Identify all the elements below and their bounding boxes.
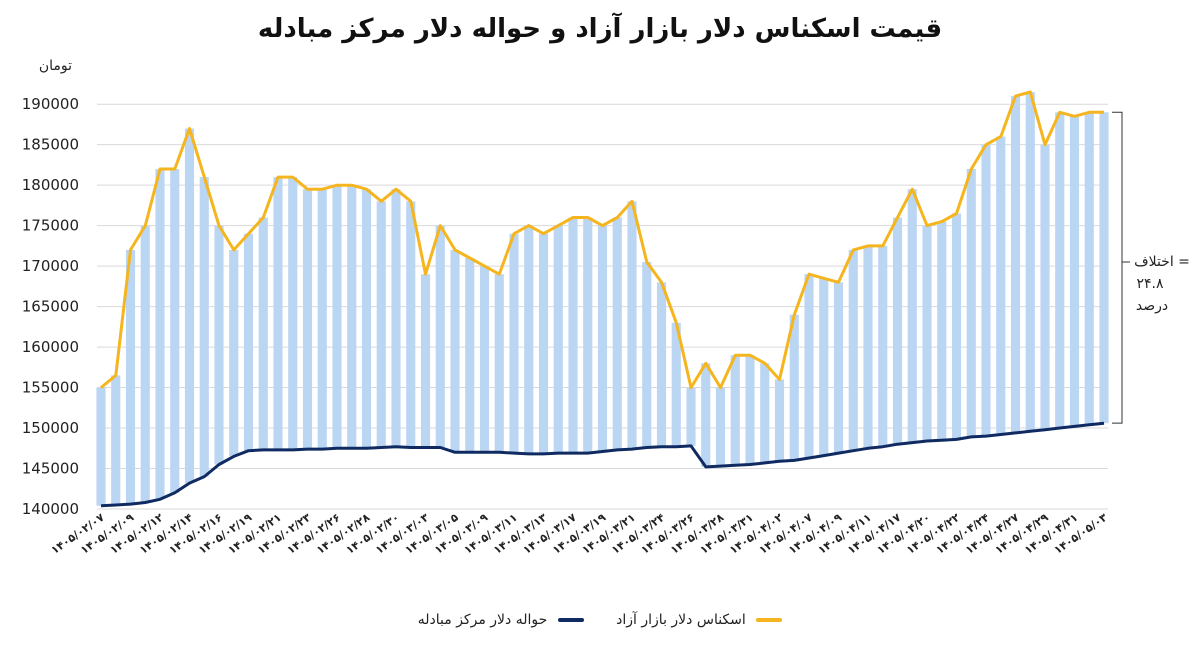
fill-bar-29 bbox=[524, 225, 534, 454]
y-unit-label: تومان bbox=[39, 58, 72, 74]
fill-bar-37 bbox=[642, 262, 652, 448]
fill-bar-61 bbox=[996, 136, 1006, 435]
fill-bar-14 bbox=[302, 189, 313, 450]
legend-label-free-market: اسکناس دلار بازار آزاد bbox=[616, 612, 746, 628]
fill-bar-48 bbox=[804, 274, 814, 458]
fill-bar-51 bbox=[848, 249, 858, 451]
fill-bar-42 bbox=[715, 387, 726, 467]
fill-bar-41 bbox=[701, 363, 711, 467]
fill-bar-25 bbox=[465, 258, 475, 453]
fill-bar-3 bbox=[140, 225, 150, 503]
annotation-line1: اختلاف = bbox=[1134, 254, 1190, 270]
y-tick-label-10: 190000 bbox=[22, 95, 79, 113]
legend-item-free-market: اسکناس دلار بازار آزاد bbox=[616, 612, 783, 628]
fill-bar-34 bbox=[597, 225, 608, 452]
fill-bar-66 bbox=[1069, 116, 1080, 427]
fill-bar-65 bbox=[1055, 112, 1065, 429]
y-tick-label-9: 185000 bbox=[22, 136, 79, 154]
fill-bar-1 bbox=[111, 375, 121, 505]
y-tick-label-8: 180000 bbox=[22, 176, 79, 194]
y-tick-label-0: 140000 bbox=[22, 500, 79, 518]
fill-bar-35 bbox=[612, 217, 622, 450]
fill-bar-64 bbox=[1040, 144, 1050, 430]
fill-bar-39 bbox=[671, 322, 681, 447]
fill-bar-8 bbox=[214, 225, 224, 465]
fill-bar-68 bbox=[1099, 112, 1109, 424]
fill-bar-30 bbox=[538, 233, 549, 454]
fill-bar-27 bbox=[494, 274, 504, 453]
series-line-free-market bbox=[100, 90, 1104, 390]
fill-bar-54 bbox=[892, 217, 903, 445]
fill-bar-46 bbox=[774, 379, 785, 462]
y-tick-label-4: 160000 bbox=[22, 338, 79, 356]
fill-bar-23 bbox=[435, 225, 445, 448]
fill-bar-10 bbox=[243, 233, 254, 451]
fill-bar-60 bbox=[981, 144, 991, 437]
legend-item-exchange-center: حواله دلار مرکز مبادله bbox=[418, 612, 584, 628]
fill-bar-44 bbox=[745, 355, 755, 465]
fill-bar-0 bbox=[96, 387, 106, 506]
y-tick-label-6: 170000 bbox=[22, 257, 79, 275]
fill-bar-9 bbox=[229, 249, 239, 457]
fill-bar-50 bbox=[833, 282, 844, 454]
annotation-line2: ۲۴.۸ bbox=[1136, 276, 1163, 292]
fill-bar-63 bbox=[1025, 92, 1035, 432]
fill-bar-19 bbox=[376, 201, 386, 448]
fill-bar-7 bbox=[199, 177, 209, 477]
fill-bar-62 bbox=[1010, 96, 1021, 433]
y-tick-label-2: 150000 bbox=[22, 419, 79, 437]
y-tick-label-5: 165000 bbox=[22, 298, 79, 316]
y-tick-label-1: 145000 bbox=[22, 460, 79, 478]
fill-bar-21 bbox=[406, 201, 416, 448]
fill-bar-67 bbox=[1084, 112, 1094, 425]
fill-bar-26 bbox=[479, 266, 490, 453]
fill-bar-22 bbox=[420, 274, 431, 448]
fill-bar-11 bbox=[258, 217, 268, 450]
fill-bar-13 bbox=[288, 177, 298, 450]
chart-title: قیمت اسکناس دلار بازار آزاد و حواله دلار… bbox=[257, 14, 943, 44]
difference-bracket bbox=[1112, 111, 1130, 424]
fill-bar-45 bbox=[760, 363, 770, 463]
fill-bar-38 bbox=[656, 282, 667, 447]
fill-bar-40 bbox=[686, 387, 696, 446]
fill-bar-4 bbox=[155, 168, 165, 500]
fill-bar-28 bbox=[509, 233, 519, 454]
fill-bar-17 bbox=[347, 185, 357, 449]
legend: اسکناس دلار بازار آزاد حواله دلار مرکز م… bbox=[0, 612, 1200, 628]
series-line-exchange-center bbox=[100, 421, 1105, 508]
fill-bar-47 bbox=[789, 314, 799, 461]
fill-bar-31 bbox=[553, 225, 563, 454]
fill-bar-59 bbox=[966, 168, 976, 437]
fill-bar-49 bbox=[819, 278, 829, 456]
fill-bar-33 bbox=[583, 217, 593, 454]
y-tick-label-7: 175000 bbox=[22, 217, 79, 235]
fill-bar-5 bbox=[170, 168, 180, 493]
fill-bar-15 bbox=[317, 189, 327, 450]
legend-swatch-free-market bbox=[756, 618, 783, 622]
y-tick-label-3: 155000 bbox=[22, 379, 79, 397]
fill-bar-6 bbox=[184, 128, 195, 484]
fill-bar-20 bbox=[391, 189, 401, 447]
fill-bar-52 bbox=[863, 245, 873, 449]
fill-bar-53 bbox=[878, 245, 888, 447]
legend-label-exchange-center: حواله دلار مرکز مبادله bbox=[417, 612, 548, 628]
fill-bar-18 bbox=[361, 189, 372, 449]
fill-bar-16 bbox=[332, 185, 342, 449]
fill-bar-36 bbox=[627, 201, 637, 450]
fill-bar-32 bbox=[568, 217, 578, 454]
fill-bar-43 bbox=[730, 355, 740, 466]
fill-bar-24 bbox=[450, 249, 460, 453]
fill-bar-55 bbox=[907, 189, 917, 443]
legend-swatch-exchange-center bbox=[557, 618, 584, 622]
fill-bar-2 bbox=[125, 249, 136, 505]
fill-bar-57 bbox=[937, 221, 947, 441]
fill-bar-12 bbox=[273, 177, 283, 450]
annotation-line3: درصد bbox=[1136, 298, 1168, 314]
fill-bar-58 bbox=[951, 213, 962, 440]
fill-bar-56 bbox=[922, 225, 932, 441]
